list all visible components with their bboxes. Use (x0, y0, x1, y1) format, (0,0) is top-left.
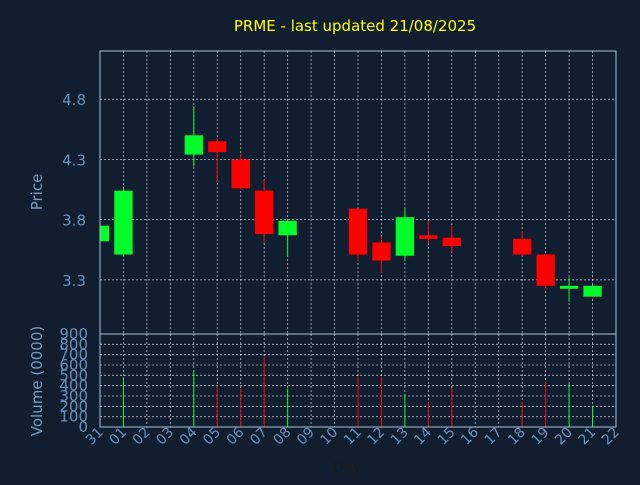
volume-tick-label: 900 (59, 325, 88, 343)
price-tick-label: 4.3 (62, 151, 86, 169)
candle-body (255, 190, 274, 235)
volume-tick-label: 200 (59, 397, 88, 415)
price-tick-label: 4.8 (62, 91, 86, 109)
candle-body (372, 242, 391, 261)
price-tick-label: 3.3 (62, 272, 86, 290)
volume-panel-frame (99, 333, 617, 428)
volume-tick-label: 800 (59, 335, 88, 353)
volume-tick-label: 400 (59, 377, 88, 395)
candle-body (114, 190, 133, 255)
candle-body (583, 285, 602, 297)
price-axis-label: Price (28, 174, 46, 211)
x-axis-label: Day (332, 458, 362, 476)
candle-body (419, 235, 438, 239)
chart-title: PRME - last updated 21/08/2025 (234, 17, 476, 35)
volume-tick-label: 300 (59, 387, 88, 405)
price-tick-label: 3.8 (62, 212, 86, 230)
candle-body (184, 135, 203, 155)
candle-body (348, 208, 368, 255)
candle-body (278, 220, 297, 236)
candles (99, 106, 602, 302)
volume-tick-label: 600 (59, 356, 88, 374)
volume-tick-label: 0 (78, 418, 88, 436)
candle-body (442, 237, 461, 247)
candle-body (231, 159, 250, 189)
candle-body (513, 238, 532, 255)
volume-tick-label: 500 (59, 366, 88, 384)
volume-axis-label: Volume (0000) (28, 326, 46, 436)
candle-body (100, 225, 110, 242)
candle-body (559, 285, 579, 289)
candle-body (395, 217, 415, 256)
plot-frames (99, 50, 617, 428)
volume-bars (122, 356, 594, 427)
volume-tick-label: 700 (59, 346, 88, 364)
volume-tick-label: 100 (59, 408, 88, 426)
candle-body (208, 141, 227, 153)
candle-body (536, 254, 555, 286)
